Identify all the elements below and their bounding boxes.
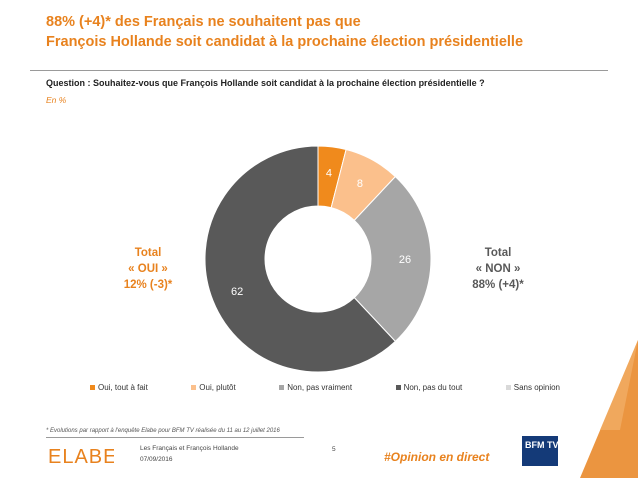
legend-label-2: Oui, plutôt xyxy=(199,383,236,392)
total-oui-value: 12% (-3)* xyxy=(123,279,173,291)
legend-item-3: Non, pas vraiment xyxy=(279,383,352,392)
page-number: 5 xyxy=(332,446,336,453)
legend-label-4: Non, pas du tout xyxy=(403,383,463,392)
legend-label-3: Non, pas vraiment xyxy=(287,383,353,392)
footer-meta: Les Français et François Hollande 07/09/… xyxy=(140,443,239,465)
legend-swatch-3 xyxy=(279,385,285,390)
total-non-box: Total « NON » 88% (+4)* xyxy=(450,245,546,293)
legend-swatch-4 xyxy=(395,385,401,390)
footnote: * Evolutions par rapport à l'enquête Ela… xyxy=(46,428,280,434)
legend-item-4: Non, pas du tout xyxy=(395,383,463,392)
donut-slice-label-4: 62 xyxy=(231,286,243,298)
legend-swatch-2 xyxy=(191,385,197,390)
donut-slice-1 xyxy=(317,145,347,209)
footer-study: Les Français et François Hollande xyxy=(140,445,239,452)
total-non-value: 88% (+4)* xyxy=(472,279,524,291)
donut-slice-label-2: 8 xyxy=(357,178,363,190)
donut-slice-3 xyxy=(353,175,432,343)
question-text: Question : Souhaitez-vous que François H… xyxy=(46,78,485,88)
legend-swatch-5 xyxy=(505,385,511,390)
donut-slice-4 xyxy=(204,145,397,373)
legend-swatch-1 xyxy=(90,385,95,390)
legend-label-5: Sans opinion xyxy=(513,383,560,392)
elabe-logo-text: ELABE xyxy=(48,446,114,468)
legend-label-1: Oui, tout à fait xyxy=(98,383,148,392)
legend-item-2: Oui, plutôt xyxy=(191,383,236,392)
corner-decoration-icon xyxy=(580,340,638,478)
hashtag-opinion: #Opinion en direct xyxy=(384,450,490,464)
total-non-label: « NON » xyxy=(475,263,521,275)
legend-item-1: Oui, tout à fait xyxy=(90,383,148,392)
legend-item-5: Sans opinion xyxy=(505,383,560,392)
title-divider xyxy=(30,70,608,71)
bfmtv-logo xyxy=(522,436,558,466)
bfmtv-logo-text: BFM TV xyxy=(525,440,559,450)
footnote-divider xyxy=(46,437,304,438)
unit-label: En % xyxy=(46,95,67,105)
footer-date: 07/09/2016 xyxy=(140,456,173,463)
title-line-2: François Hollande soit candidat à la pro… xyxy=(46,34,524,50)
donut-slice-2 xyxy=(330,148,397,222)
total-non-heading: Total xyxy=(484,247,512,259)
chart-legend: Oui, tout à fait Oui, plutôt Non, pas vrai… xyxy=(90,383,560,392)
elabe-logo: ELABE xyxy=(48,446,114,468)
total-oui-heading: Total xyxy=(134,247,162,259)
slide-title: 88% (+4)* des Français ne souhaitent pas… xyxy=(46,12,606,52)
donut-slice-label-1: 4 xyxy=(326,168,332,180)
total-oui-box: Total « OUI » 12% (-3)* xyxy=(100,245,196,293)
donut-slice-label-3: 26 xyxy=(399,254,411,266)
total-oui-label: « OUI » xyxy=(128,263,168,275)
title-line-1: 88% (+4)* des Français ne souhaitent pas… xyxy=(46,14,361,30)
